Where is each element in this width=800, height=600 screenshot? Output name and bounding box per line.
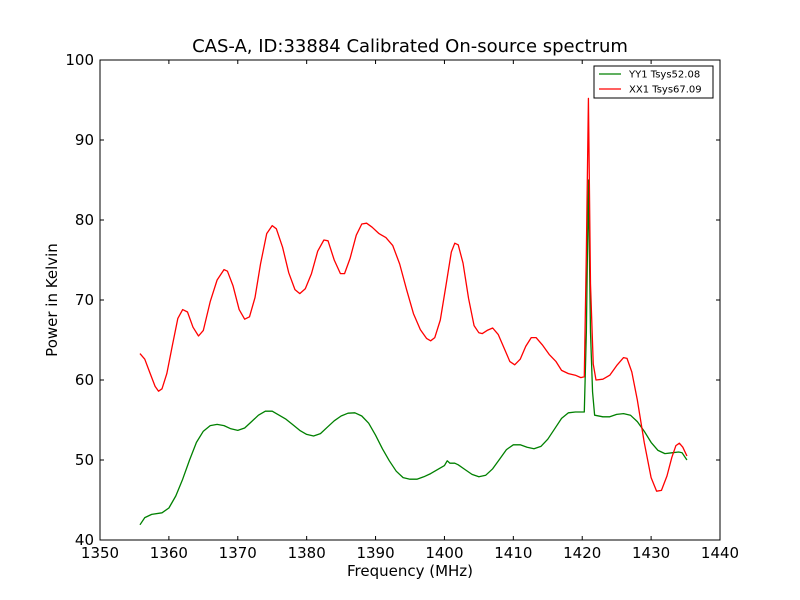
chart-title: CAS-A, ID:33884 Calibrated On-source spe… xyxy=(192,36,628,57)
x-tick-label: 1380 xyxy=(288,544,326,562)
series-line-xx1 xyxy=(139,97,688,492)
legend-label: YY1 Tsys52.08 xyxy=(628,70,700,81)
x-tick-label: 1370 xyxy=(219,544,257,562)
series-line-yy1 xyxy=(139,179,688,526)
y-tick-label: 100 xyxy=(65,51,94,69)
y-tick-label: 60 xyxy=(75,371,94,389)
y-axis-title: Power in Kelvin xyxy=(43,243,61,357)
y-tick-label: 80 xyxy=(75,211,94,229)
x-tick-label: 1410 xyxy=(494,544,532,562)
x-tick-label: 1400 xyxy=(425,544,463,562)
x-tick-label: 1440 xyxy=(701,544,739,562)
legend: YY1 Tsys52.08 XX1 Tsys67.09 xyxy=(593,65,714,99)
x-tick-label: 1390 xyxy=(356,544,394,562)
x-tick-label: 1420 xyxy=(563,544,601,562)
y-tick-label: 40 xyxy=(75,531,94,549)
series-layer xyxy=(139,97,688,526)
legend-box xyxy=(593,65,714,99)
x-axis-title: Frequency (MHz) xyxy=(347,562,473,580)
y-tick-label: 90 xyxy=(75,131,94,149)
x-tick-label: 1360 xyxy=(150,544,188,562)
x-tick-label: 1350 xyxy=(81,544,119,562)
y-tick-label: 50 xyxy=(75,451,94,469)
legend-label: XX1 Tsys67.09 xyxy=(629,85,702,96)
x-tick-label: 1430 xyxy=(632,544,670,562)
y-tick-label: 70 xyxy=(75,291,94,309)
axes-layer: 1350 1360 1370 1380 1390 1400 1410 1420 1430 1440… xyxy=(65,51,739,562)
